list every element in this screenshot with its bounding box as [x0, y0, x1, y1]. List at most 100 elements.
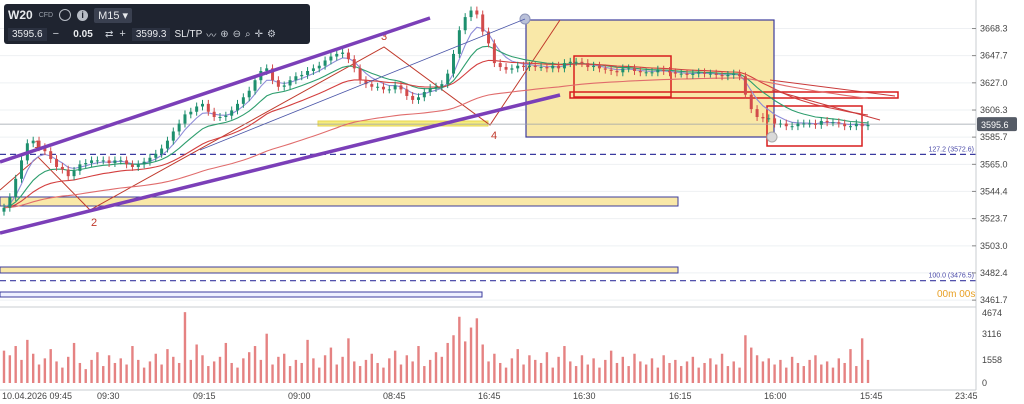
bid-price[interactable]: 3595.6 [8, 27, 47, 41]
candle-body [603, 68, 607, 70]
volume-bar [516, 349, 519, 383]
candle-body [726, 74, 730, 77]
candle-body [539, 67, 543, 69]
candle-body [708, 73, 712, 75]
volume-bar [557, 356, 560, 383]
candle-body [668, 70, 672, 73]
volume-bar [236, 367, 239, 383]
consolidation-box [525, 19, 775, 138]
volume-bar [329, 347, 333, 383]
volume-bar [621, 356, 625, 383]
volume-tick-label: 0 [982, 378, 987, 388]
time-tick-label: 23:45 [955, 391, 978, 401]
candle-body [492, 43, 496, 64]
volume-bar [761, 361, 765, 383]
volume-bar [417, 346, 420, 383]
candle-body [370, 84, 374, 87]
candle-body [14, 178, 18, 198]
volume-bar [31, 353, 35, 383]
sltp-button[interactable]: SL/TP [174, 28, 203, 40]
volume-bar [837, 358, 841, 383]
swap-icon[interactable]: ⇄ [105, 28, 114, 40]
candle-body [8, 197, 12, 208]
candle-body [808, 123, 812, 125]
candle-body [183, 114, 187, 124]
candle-body [773, 118, 777, 124]
volume-bars [2, 312, 870, 383]
volume-bar [14, 346, 17, 383]
lower-zone-box [0, 266, 679, 274]
lower-zone-box [0, 291, 483, 298]
candle-body [31, 140, 35, 144]
volume-bar [709, 358, 712, 383]
volume-bar [388, 358, 391, 383]
volume-bar [522, 364, 525, 383]
volume-bar [399, 364, 403, 383]
candle-body [452, 53, 456, 74]
ask-price[interactable]: 3599.3 [131, 27, 171, 41]
volume-bar [55, 361, 58, 383]
volume-bar [306, 339, 309, 383]
info-icon[interactable]: i [77, 9, 89, 21]
volume-bar [166, 349, 169, 383]
wave-label: 1 [34, 139, 40, 151]
search-icon[interactable]: ⌕ [245, 28, 251, 40]
zoom-in-icon[interactable]: ⊕ [220, 28, 229, 40]
candle-body [860, 123, 864, 127]
lot-size-input[interactable]: 0.05 [73, 28, 93, 40]
volume-bar [201, 355, 204, 383]
volume-bar [428, 359, 432, 383]
volume-bar [750, 347, 753, 383]
volume-bar [773, 364, 776, 383]
volume-bar [639, 361, 642, 383]
volume-bar [534, 359, 537, 383]
analysis-shapes: 1 2 3 4 127.2 (3572.6) 100.0 (3476.5) [0, 13, 976, 298]
time-tick-label: 09:00 [288, 391, 311, 401]
volume-bar [67, 356, 70, 383]
candle-body [165, 140, 169, 149]
volume-bar [679, 366, 683, 383]
volume-bar [49, 349, 52, 383]
volume-bar [715, 364, 718, 383]
candle-body [627, 68, 631, 70]
candle-body [697, 72, 701, 74]
volume-bar [370, 353, 373, 383]
fib-level-label: 100.0 (3476.5) [928, 273, 974, 280]
chevron-down-icon: ▾ [122, 9, 129, 22]
volume-bar [744, 335, 747, 383]
volume-bar [866, 359, 870, 383]
time-tick-label: 08:45 [383, 391, 406, 401]
symbol-label[interactable]: W20 [8, 8, 33, 22]
volume-bar [720, 353, 724, 383]
gridlines [0, 28, 976, 308]
line-chart-icon[interactable]: 〰 [206, 30, 217, 42]
volume-bar [189, 359, 193, 383]
lot-increase-button[interactable]: + [119, 28, 126, 40]
candle-body [142, 161, 146, 165]
volume-bar [323, 355, 327, 383]
time-tick-label: 16:15 [669, 391, 692, 401]
candle-body [148, 157, 152, 162]
candle-body [329, 56, 333, 61]
volume-bar [358, 366, 362, 383]
price-tick-label: 3482.4 [980, 268, 1008, 278]
candle-body [662, 69, 666, 71]
volume-bar [633, 353, 636, 383]
volume-bar [574, 366, 578, 383]
crosshair-icon[interactable]: ✛ [254, 28, 264, 40]
zoom-out-icon[interactable]: ⊖ [232, 28, 242, 40]
lot-decrease-button[interactable]: − [52, 28, 60, 40]
timeframe-select[interactable]: M15 ▾ [94, 7, 133, 23]
volume-bar [790, 356, 794, 383]
price-tick-label: 3461.7 [980, 295, 1008, 305]
candle-body [621, 68, 625, 73]
volume-bar [825, 361, 829, 383]
volume-bar [288, 366, 292, 383]
candle-body [778, 123, 782, 125]
candle-body [236, 103, 240, 111]
circle-icon[interactable] [59, 9, 72, 21]
candle-body [825, 120, 829, 123]
settings-icon[interactable]: ⚙ [267, 28, 276, 40]
trade-toolbar: W20 CFD i M15 ▾ 3595.6 − 0.05 ⇄ + 3599.3… [4, 4, 310, 44]
